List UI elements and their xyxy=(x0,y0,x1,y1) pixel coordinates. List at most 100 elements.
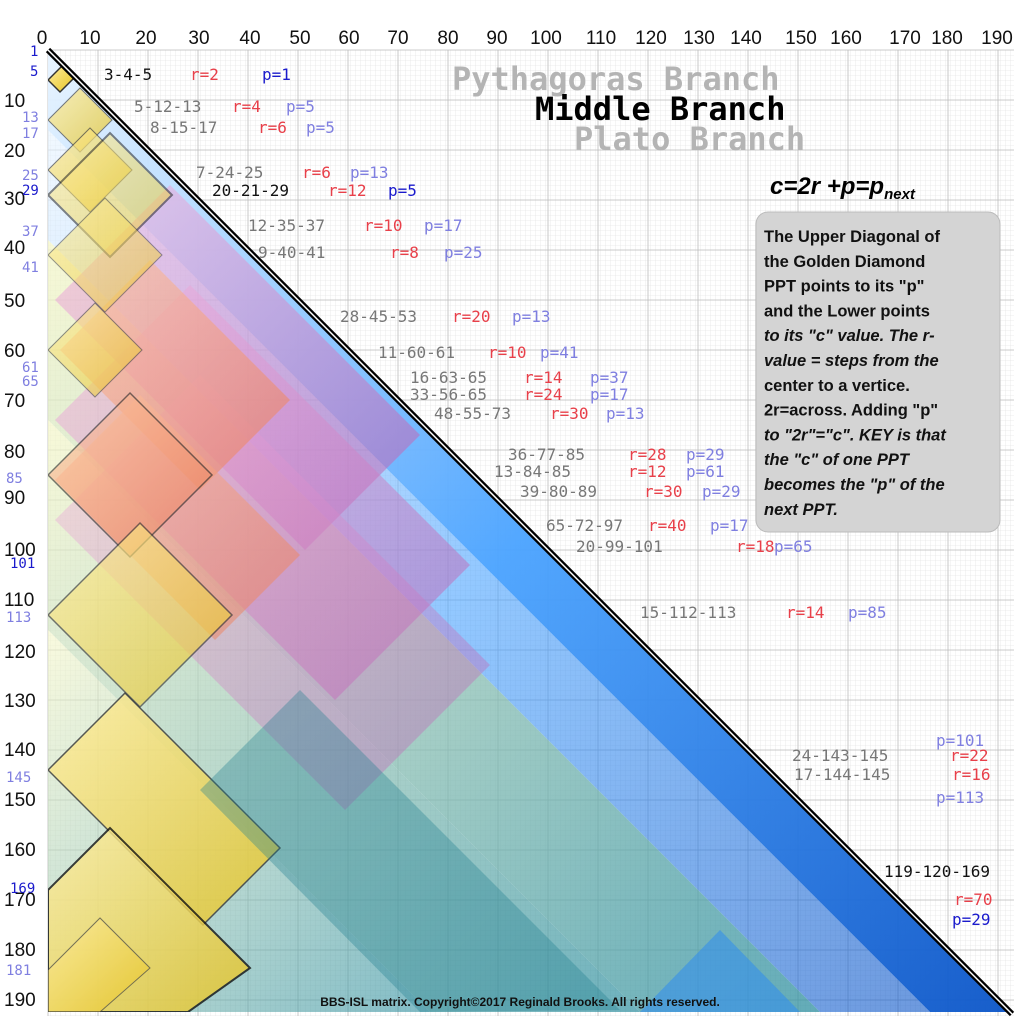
left-axis-tick: 60 xyxy=(4,341,25,362)
top-axis-tick: 150 xyxy=(785,28,817,49)
triple-r: r=70 xyxy=(954,890,993,909)
triple-r: r=14 xyxy=(524,368,563,387)
info-box-line: 2r=across. Adding "p" xyxy=(764,402,938,420)
left-axis-tick: 40 xyxy=(4,238,25,259)
triple-p: p=17 xyxy=(424,216,463,235)
triple-value: 20-21-29 xyxy=(212,181,289,200)
triple-p: p=13 xyxy=(350,163,389,182)
main-diagonal-highlight xyxy=(47,49,1013,1015)
title-pythagoras-branch: Pythagoras Branch xyxy=(452,60,780,98)
left-marker: 65 xyxy=(22,374,39,390)
info-box-line: the Golden Diamond xyxy=(764,253,925,271)
info-box-line: value = steps from the xyxy=(764,352,939,370)
triple-r: r=30 xyxy=(550,404,589,423)
left-marker: 61 xyxy=(22,360,39,376)
triple-label-20-21-29: 20-21-29 r=12 p=5 xyxy=(212,181,417,200)
teal-diamond xyxy=(200,690,620,1012)
triple-value: 15-112-113 xyxy=(640,603,736,622)
left-marker: 113 xyxy=(6,610,31,626)
triple-label-5-12-13: 5-12-13 r=4 p=5 xyxy=(134,97,315,116)
triple-p: p=41 xyxy=(540,343,579,362)
info-box-line: The Upper Diagonal of xyxy=(764,228,941,246)
triple-p: p=101 xyxy=(936,731,984,750)
left-marker: 29 xyxy=(22,183,39,199)
triple-label-12-35-37: 12-35-37 r=10 p=17 xyxy=(248,216,463,235)
left-axis-tick: 10 xyxy=(4,91,25,112)
triple-label-15-112-113: 15-112-113 r=14 p=85 xyxy=(640,603,887,622)
top-axis-tick: 20 xyxy=(135,28,156,49)
triple-label-48-55-73: 48-55-73 r=30 p=13 xyxy=(434,404,645,423)
triple-r: r=28 xyxy=(628,445,667,464)
left-marker: 1 xyxy=(30,44,38,60)
top-axis-tick: 140 xyxy=(730,28,762,49)
info-box-text: The Upper Diagonal of the Golden Diamond P… xyxy=(764,228,947,519)
left-axis-tick: 50 xyxy=(4,291,25,312)
top-axis-tick: 0 xyxy=(37,28,48,49)
yellow-diamond-181 xyxy=(48,917,151,1012)
top-axis-tick: 160 xyxy=(830,28,862,49)
triple-value: 13-84-85 xyxy=(494,462,571,481)
triple-p: p=29 xyxy=(702,482,741,501)
left-axis-tick: 30 xyxy=(4,189,25,210)
triple-r: r=14 xyxy=(786,603,825,622)
triple-value: 3-4-5 xyxy=(104,65,152,84)
top-axis-tick: 30 xyxy=(188,28,209,49)
info-box-line: to its "c" value. The r- xyxy=(764,327,935,345)
triple-p: p=61 xyxy=(686,462,725,481)
triple-label-3-4-5: 3-4-5 r=2 p=1 xyxy=(104,65,291,84)
triple-value: 5-12-13 xyxy=(134,97,201,116)
left-axis-tick: 70 xyxy=(4,391,25,412)
left-axis-tick: 90 xyxy=(4,488,25,509)
triple-p: p=5 xyxy=(286,97,315,116)
left-axis: 10 20 30 40 50 60 70 80 90 100 110 120 130 140 150 160 1… xyxy=(4,91,36,1011)
svg-text:c=2r +p=pnext: c=2r +p=pnext xyxy=(770,173,916,203)
triple-label-17-144-145: 17-144-145 r=16 p=113 xyxy=(794,765,991,807)
triple-value: 7-24-25 xyxy=(196,163,263,182)
top-axis-tick: 10 xyxy=(79,28,100,49)
triple-label-65-72-97: 65-72-97 r=40 p=17 xyxy=(546,516,749,535)
triple-value: 20-99-101 xyxy=(576,537,663,556)
left-marker: 169 xyxy=(10,881,35,897)
triple-r: r=30 xyxy=(644,482,683,501)
info-box xyxy=(755,211,1001,533)
left-marker: 85 xyxy=(6,471,23,487)
triple-p: p=65 xyxy=(774,537,813,556)
triple-p: p=17 xyxy=(590,385,629,404)
top-axis-tick: 110 xyxy=(586,28,616,49)
triple-value: 33-56-65 xyxy=(410,385,487,404)
triple-label-33-56-65: 33-56-65 r=24 p=17 xyxy=(410,385,629,404)
triple-value: 16-63-65 xyxy=(410,368,487,387)
left-marker: 41 xyxy=(22,260,39,276)
triple-p: p=37 xyxy=(590,368,629,387)
top-axis-tick: 70 xyxy=(387,28,408,49)
blue-diamond-lower xyxy=(640,930,800,1012)
triple-r: r=22 xyxy=(950,746,989,765)
triple-value: 36-77-85 xyxy=(508,445,585,464)
left-axis-tick: 160 xyxy=(4,840,36,861)
triple-p: p=13 xyxy=(512,307,551,326)
triple-r: r=16 xyxy=(952,765,991,784)
triple-r: r=20 xyxy=(452,307,491,326)
triple-r: r=6 xyxy=(258,118,287,137)
left-axis-tick: 120 xyxy=(4,642,36,663)
left-marker: 17 xyxy=(22,126,39,142)
top-axis-tick: 190 xyxy=(981,28,1013,49)
top-axis: 0 10 20 30 40 50 60 70 80 90 100 110 120 130 140 150 160… xyxy=(37,28,1013,49)
triple-labels: 3-4-5 r=2 p=15-12-13 r=4 p=58-15-17 r=6 p=57-2… xyxy=(104,65,993,929)
yellow-diamond-61 xyxy=(48,302,143,398)
triple-label-13-84-85: 13-84-85 r=12 p=61 xyxy=(494,462,725,481)
triple-r: r=12 xyxy=(328,181,367,200)
triple-p: p=25 xyxy=(444,243,483,262)
formula: c=2r +p=pnext xyxy=(770,173,916,203)
info-box-line: to "2r"="c". KEY is that xyxy=(764,426,947,444)
triple-r: r=12 xyxy=(628,462,667,481)
title-middle-branch: Middle Branch xyxy=(535,90,785,128)
left-axis-tick: 20 xyxy=(4,141,25,162)
triple-label-36-77-85: 36-77-85 r=28 p=29 xyxy=(508,445,725,464)
triple-value: 28-45-53 xyxy=(340,307,417,326)
triple-value: 24-143-145 xyxy=(792,746,888,765)
left-axis-tick: 180 xyxy=(4,940,36,961)
formula-body: =2r +p=p xyxy=(783,173,884,200)
triple-value: 65-72-97 xyxy=(546,516,623,535)
